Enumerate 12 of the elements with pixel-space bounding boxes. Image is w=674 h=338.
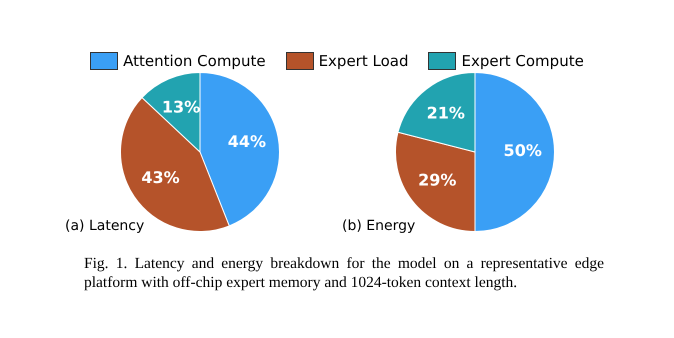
legend-label: Attention Compute — [123, 52, 266, 70]
data-label: 29% — [418, 170, 456, 190]
text: (a) Latency — [65, 218, 144, 234]
data-label: 13% — [162, 97, 200, 116]
data-label: 50% — [504, 141, 542, 160]
caption: Fig. 1. Latency and energy breakdown for the model on a representative edge platform with off-chip expert memory and 1024-token context length. — [84, 254, 604, 292]
legend-label: Expert Load — [318, 52, 408, 70]
data-label: 21% — [426, 103, 465, 122]
data-label: 43% — [141, 168, 180, 187]
legend-label: Expert Compute — [461, 52, 584, 70]
text: (b) Energy — [342, 218, 416, 234]
data-label: 44% — [228, 132, 266, 152]
